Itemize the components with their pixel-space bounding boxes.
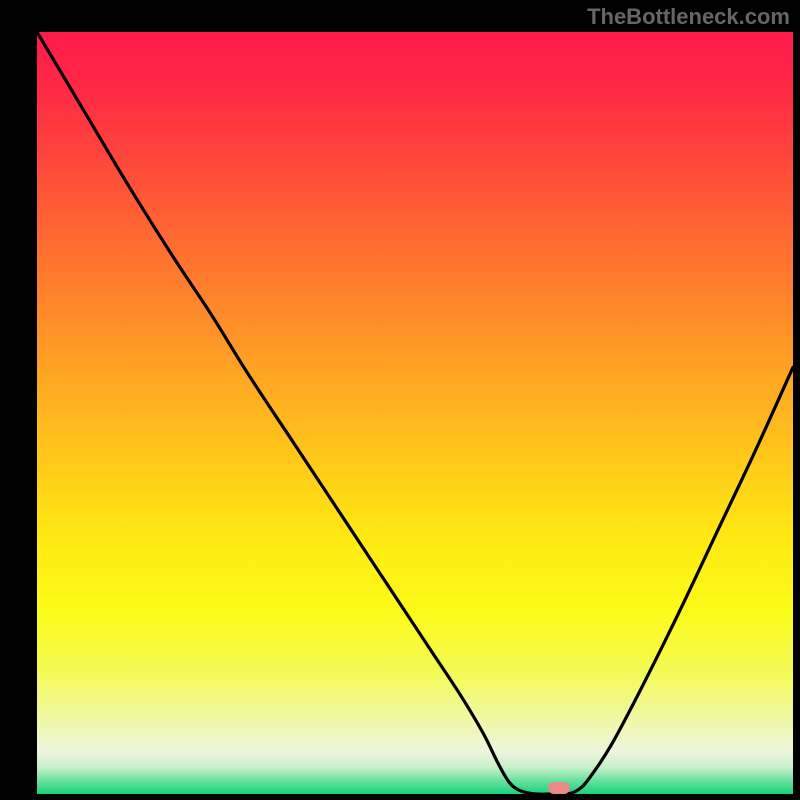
bottleneck-curve [37, 32, 793, 794]
optimum-marker [548, 782, 570, 794]
watermark-text: TheBottleneck.com [587, 4, 790, 30]
plot-area [37, 32, 793, 794]
